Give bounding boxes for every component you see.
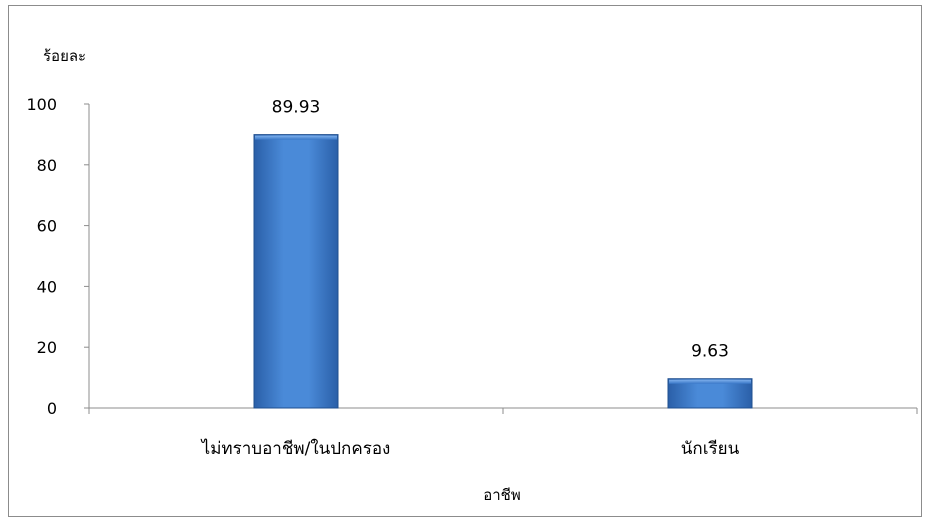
data-label: 9.63 — [691, 342, 729, 362]
y-tick-label: 40 — [37, 277, 57, 296]
bar — [253, 134, 339, 409]
category-labels: ไม่ทราบอาชีพ/ในปกครอง นักเรียน — [200, 438, 740, 459]
x-axis-title: อาชีพ — [483, 486, 521, 504]
x-tick-label: นักเรียน — [681, 439, 740, 459]
bars: 89.93 9.63 — [253, 98, 753, 409]
bar-bevel — [255, 135, 337, 140]
bar-bevel — [669, 379, 751, 384]
y-tick-label: 60 — [37, 217, 57, 236]
y-ticks: 0 20 40 60 80 100 — [26, 95, 89, 418]
x-tick-label: ไม่ทราบอาชีพ/ในปกครอง — [200, 438, 391, 459]
y-tick-label: 80 — [37, 156, 57, 175]
y-tick-label: 20 — [37, 338, 57, 357]
y-axis-title: ร้อยละ — [43, 47, 86, 65]
y-tick-label: 100 — [26, 95, 57, 114]
data-label: 89.93 — [272, 98, 321, 118]
x-ticks — [88, 408, 918, 414]
chart-frame — [8, 5, 922, 517]
y-tick-label: 0 — [47, 399, 57, 418]
